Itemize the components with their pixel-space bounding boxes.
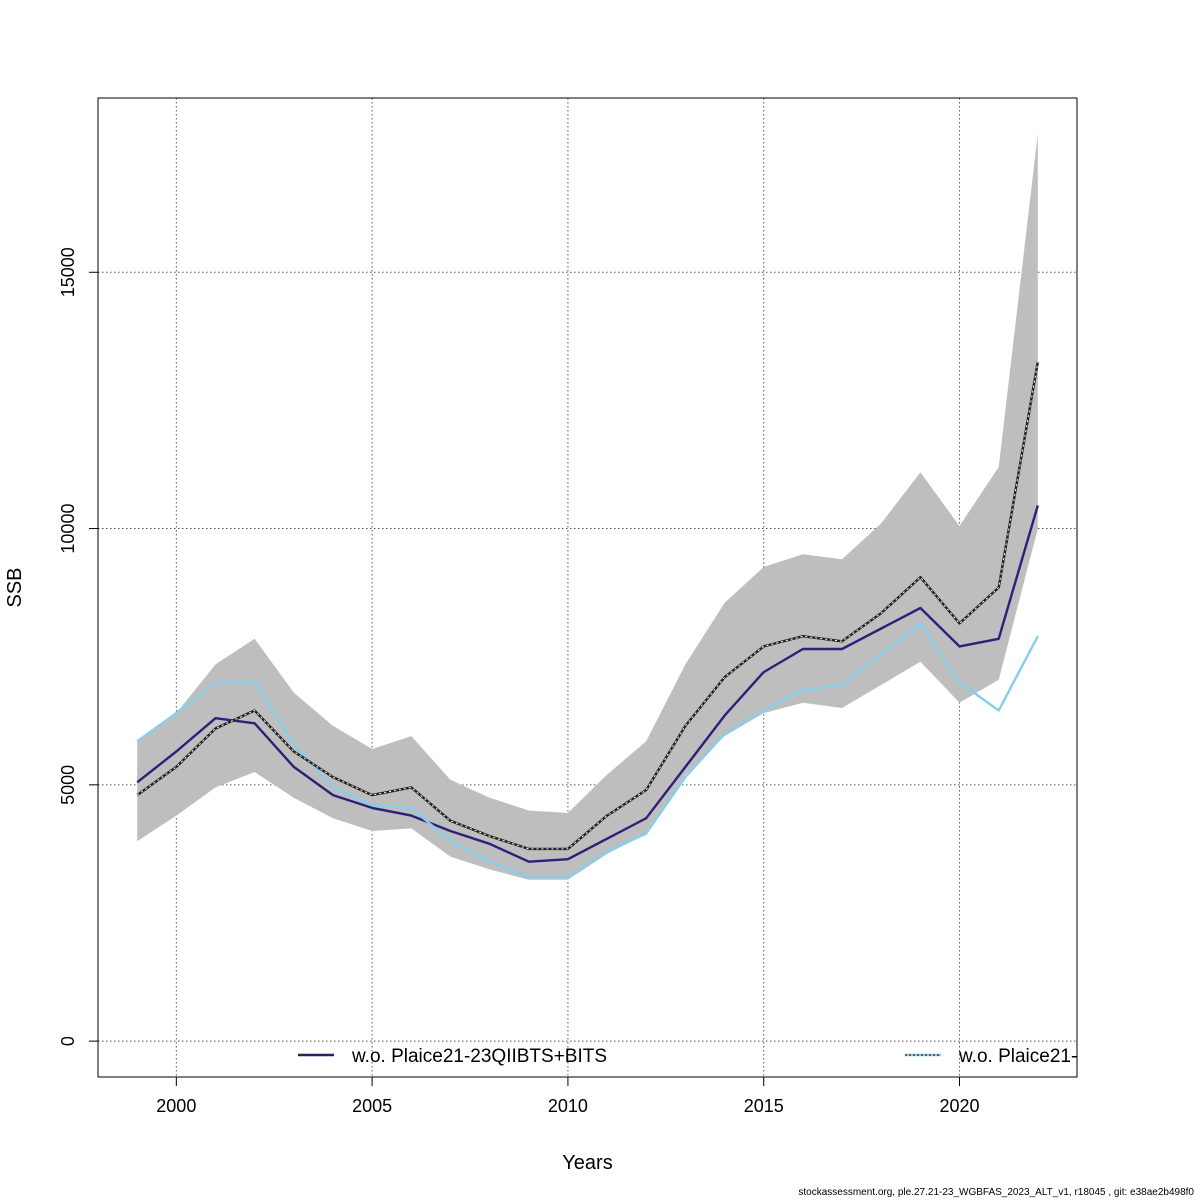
y-tick-label-0: 0 (58, 1036, 78, 1046)
y-tick-label-5000: 5000 (58, 765, 78, 805)
series-line-1 (136, 505, 1039, 863)
legend-label-1: w.o. Plaice21-23QIIBTS+BITS (351, 1046, 607, 1067)
x-tick-label-2000: 2000 (156, 1096, 196, 1116)
x-tick-label-2020: 2020 (939, 1096, 979, 1116)
x-tick-label-2005: 2005 (352, 1096, 392, 1116)
series-line-2 (136, 622, 1039, 879)
footer-credit: stockassessment.org, ple.27.21-23_WGBFAS… (798, 1187, 1194, 1198)
series-line-3 (136, 361, 1039, 851)
y-tick-label-10000: 10000 (58, 504, 78, 554)
legend: w.o. Plaice21-23QIIBTS+BITS w.o. Plaice21… (298, 1046, 1077, 1067)
y-axis-title: SSB (4, 567, 26, 607)
x-axis-title: Years (562, 1152, 612, 1174)
x-tick-label-2010: 2010 (548, 1096, 588, 1116)
legend-label-2: w.o. Plaice21- (958, 1046, 1077, 1067)
confidence-band (137, 133, 1038, 880)
confidence-band-layer (137, 133, 1038, 880)
x-tick-label-2015: 2015 (744, 1096, 784, 1116)
y-tick-label-15000: 15000 (58, 247, 78, 297)
series-layer (136, 361, 1039, 879)
y-axis: 0 5000 10000 15000 (58, 247, 99, 1046)
x-axis: 2000 2005 2010 2015 2020 (156, 1076, 980, 1116)
